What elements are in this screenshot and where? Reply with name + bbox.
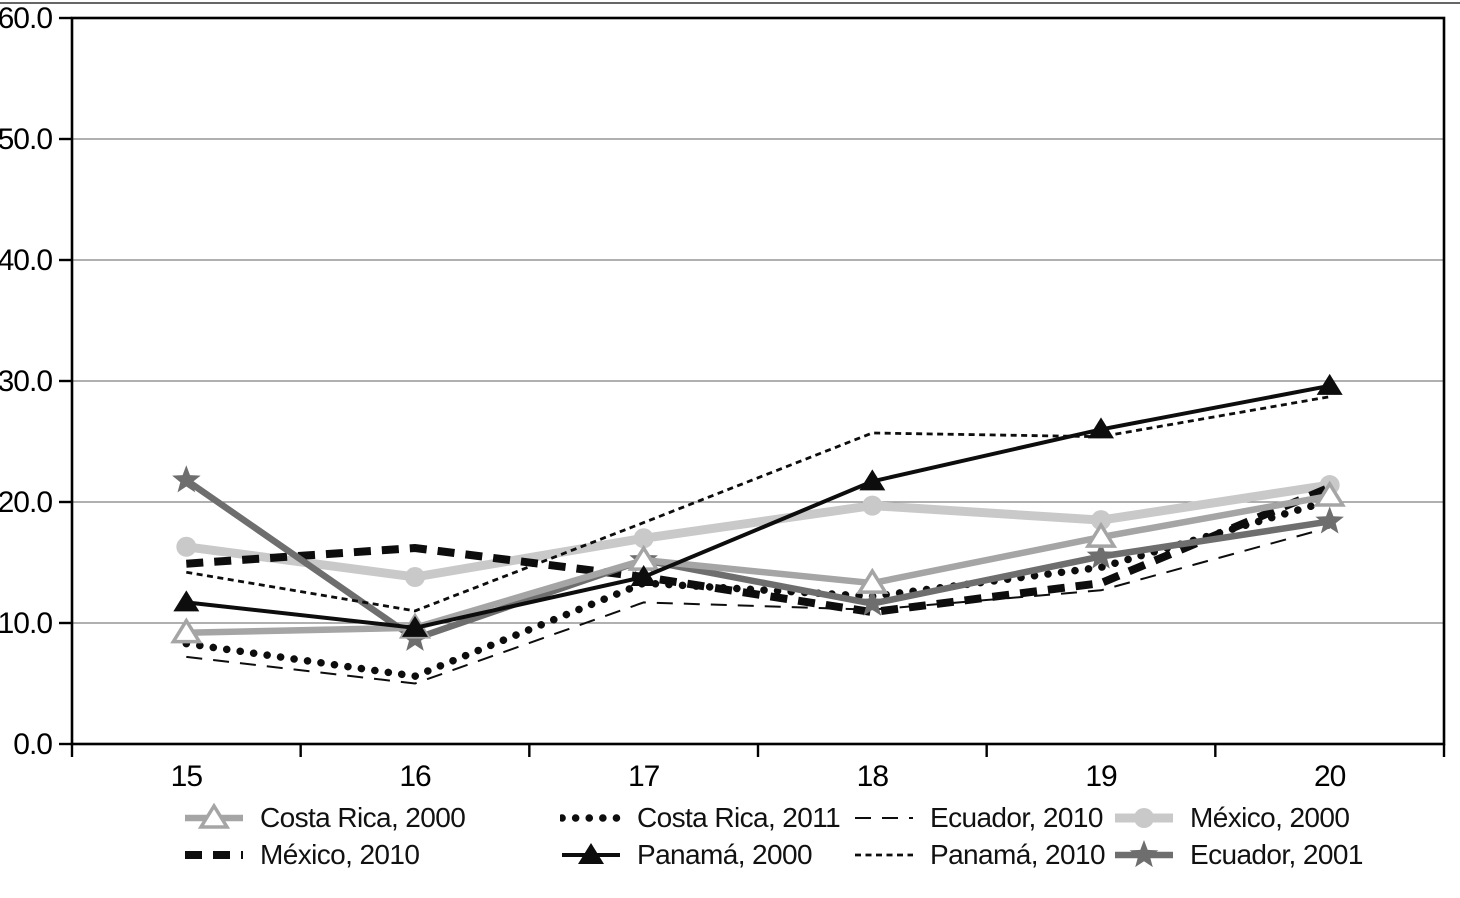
series-line (186, 383, 1331, 630)
open-triangle-marker-icon (856, 567, 889, 594)
filled-triangle-marker-icon (1316, 373, 1343, 395)
x-axis-label: 16 (399, 760, 431, 793)
legend-swatch-icon (1115, 807, 1173, 828)
series-panam-2000 (173, 373, 1343, 637)
star-marker-icon (172, 465, 201, 493)
open-triangle-marker-icon (1084, 521, 1118, 548)
x-axis-label: 18 (857, 760, 889, 793)
series-line (186, 492, 1331, 636)
y-axis-label: 60.0 (0, 2, 52, 35)
open-triangle-marker-icon (170, 617, 203, 644)
circle-marker-icon (405, 567, 425, 588)
x-axis-label: 19 (1085, 760, 1117, 793)
y-axis-label: 10.0 (0, 607, 52, 640)
legend-item-m-xico-2010: México, 2010 (183, 836, 560, 873)
legend-label: Panamá, 2010 (930, 838, 1106, 870)
legend-item-costa-rica-2011: Costa Rica, 2011 (560, 799, 853, 836)
x-axis-label: 17 (628, 760, 660, 793)
legend-label: Costa Rica, 2011 (637, 801, 841, 833)
open-triangle-marker-icon (197, 802, 231, 829)
legend-label: Ecuador, 2010 (930, 801, 1103, 833)
legend-item-m-xico-2000: México, 2000 (1113, 799, 1363, 836)
series-line (186, 483, 1332, 617)
circle-marker-icon (176, 536, 197, 557)
series-line (184, 477, 1331, 643)
legend-swatch-icon (1115, 839, 1173, 867)
filled-triangle-marker-icon (630, 565, 657, 587)
circle-marker-icon (633, 528, 654, 549)
open-triangle-marker-icon (1313, 480, 1346, 507)
x-axis-label: 20 (1314, 760, 1346, 793)
y-axis-label: 30.0 (0, 365, 52, 398)
circle-marker-icon (1134, 807, 1154, 828)
legend-swatch-icon (185, 802, 243, 829)
series-line (182, 497, 1334, 681)
star-marker-icon (1086, 541, 1116, 569)
series-ecuador-2010 (186, 526, 1330, 685)
star-marker-icon (858, 588, 887, 616)
circle-marker-icon (862, 495, 883, 516)
y-axis-label: 20.0 (0, 486, 52, 519)
filled-triangle-marker-icon (859, 469, 886, 491)
legend-swatch-icon (560, 813, 622, 822)
legend-item-ecuador-2010: Ecuador, 2010 (853, 799, 1113, 836)
star-marker-icon (1129, 839, 1159, 867)
filled-triangle-marker-icon (1088, 417, 1114, 439)
series-line (186, 526, 1330, 685)
legend-label: México, 2010 (260, 838, 420, 870)
legend-label: México, 2000 (1190, 801, 1350, 833)
legend-label: Costa Rica, 2000 (260, 801, 466, 833)
legend-swatch-icon (855, 816, 913, 819)
series-costa-rica-2011 (182, 497, 1334, 681)
circle-marker-icon (1091, 510, 1111, 531)
chart-legend: Costa Rica, 2000 Costa Rica, 2011 Ecuador,… (183, 799, 1363, 873)
series-m-xico-2010 (186, 483, 1332, 617)
legend-label: Ecuador, 2001 (1190, 838, 1363, 870)
series-panam-2010 (186, 395, 1330, 613)
legend-label: Panamá, 2000 (637, 838, 813, 870)
series-line (185, 480, 1331, 582)
filled-triangle-marker-icon (402, 615, 428, 637)
filled-triangle-marker-icon (578, 842, 604, 864)
filled-triangle-marker-icon (173, 590, 200, 612)
legend-item-panam-2010: Panamá, 2010 (853, 836, 1113, 873)
y-axis-label: 0.0 (13, 728, 52, 761)
legend-swatch-icon (562, 842, 620, 864)
legend-swatch-icon (855, 853, 913, 856)
y-axis-label: 50.0 (0, 123, 52, 156)
legend-item-ecuador-2001: Ecuador, 2001 (1113, 836, 1363, 873)
y-axis-label: 40.0 (0, 244, 52, 277)
legend-swatch-icon (185, 850, 243, 859)
star-marker-icon (1315, 506, 1344, 534)
legend-item-panam-2000: Panamá, 2000 (560, 836, 853, 873)
x-axis-label: 15 (171, 760, 203, 793)
series-line (186, 395, 1330, 613)
legend-item-costa-rica-2000: Costa Rica, 2000 (183, 799, 560, 836)
series-m-xico-2000 (176, 475, 1340, 588)
